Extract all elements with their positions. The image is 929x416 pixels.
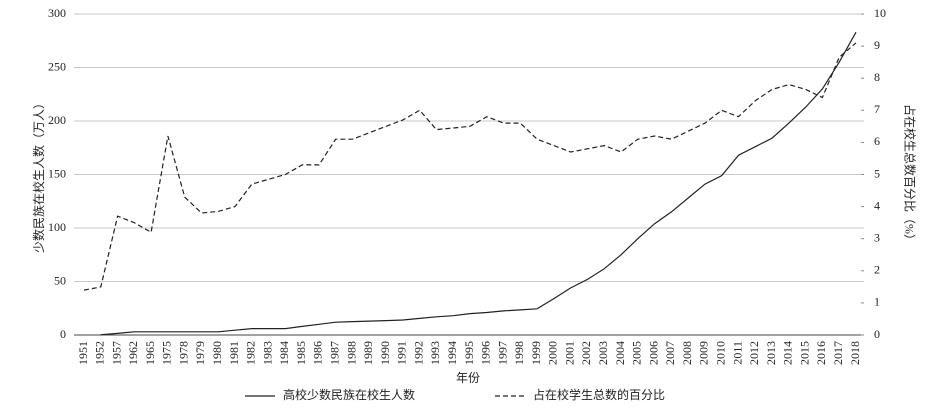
x-tick-label: 2008 <box>680 341 694 365</box>
x-tick-label: 1984 <box>277 341 291 365</box>
x-tick-label: 1986 <box>311 341 325 365</box>
x-tick-label: 2003 <box>596 341 610 365</box>
y-tick-label: 250 <box>48 59 66 73</box>
y-tick-label: 50 <box>54 273 66 287</box>
x-tick-label: 1988 <box>344 341 358 365</box>
x-tick-label: 2000 <box>546 341 560 365</box>
x-tick-label: 2004 <box>613 341 627 365</box>
y-tick-label: 300 <box>48 6 66 20</box>
x-tick-label: 2010 <box>713 341 727 365</box>
y2-tick-label: 2 <box>874 263 880 277</box>
y-tick-label: 150 <box>48 166 66 180</box>
x-tick-label: 1991 <box>395 341 409 365</box>
x-tick-label: 2018 <box>848 341 862 365</box>
x-tick-label: 1957 <box>109 341 123 365</box>
y-axis-label: 少数民族在校生人数（万人） <box>31 97 46 253</box>
x-tick-label: 1979 <box>193 341 207 365</box>
y2-tick-label: 9 <box>874 38 880 52</box>
x-tick-label: 1951 <box>76 341 90 365</box>
x-tick-label: 1994 <box>445 341 459 365</box>
data-line <box>83 42 857 291</box>
x-tick-label: 2012 <box>747 341 761 365</box>
x-tick-label: 2005 <box>630 341 644 365</box>
y2-tick-label: 7 <box>874 102 880 116</box>
data-line <box>100 31 857 336</box>
y2-tick-label: 10 <box>874 6 886 20</box>
x-tick-label: 1996 <box>479 341 493 365</box>
y2-axis-label: 占在校生总数百分比（%） <box>902 104 917 246</box>
x-tick-label: 1985 <box>294 341 308 365</box>
x-tick-label: 1978 <box>176 341 190 365</box>
legend-label: 高校少数民族在校生人数 <box>283 387 415 402</box>
x-tick-label: 1990 <box>378 341 392 365</box>
x-tick-label: 2002 <box>579 341 593 365</box>
y2-tick-label: 4 <box>874 198 880 212</box>
x-tick-label: 1952 <box>93 341 107 365</box>
x-tick-label: 1989 <box>361 341 375 365</box>
x-tick-label: 1975 <box>160 341 174 365</box>
x-axis-label: 年份 <box>456 371 480 385</box>
y2-tick-label: 3 <box>874 230 880 244</box>
y2-tick-label: 0 <box>874 327 880 341</box>
x-tick-label: 2015 <box>797 341 811 365</box>
y-tick-label: 100 <box>48 220 66 234</box>
x-tick-label: 1965 <box>143 341 157 365</box>
x-tick-label: 2009 <box>697 341 711 365</box>
x-tick-label: 2014 <box>781 341 795 365</box>
y2-tick-label: 6 <box>874 134 880 148</box>
x-tick-label: 2011 <box>730 341 744 365</box>
x-tick-label: 1997 <box>495 341 509 365</box>
x-tick-label: 2007 <box>663 341 677 365</box>
x-tick-label: 2017 <box>831 341 845 365</box>
x-tick-label: 1981 <box>227 341 241 365</box>
y2-tick-label: 1 <box>874 295 880 309</box>
legend-label: 占在校学生总数的百分比 <box>533 387 665 402</box>
x-tick-label: 1962 <box>126 341 140 365</box>
x-tick-label: 1983 <box>260 341 274 365</box>
x-tick-label: 1982 <box>244 341 258 365</box>
x-tick-label: 1995 <box>462 341 476 365</box>
y-tick-label: 0 <box>60 327 66 341</box>
x-tick-label: 1987 <box>327 341 341 365</box>
x-tick-label: 1999 <box>529 341 543 365</box>
y2-tick-label: 8 <box>874 70 880 84</box>
x-tick-label: 1980 <box>210 341 224 365</box>
x-tick-label: 2006 <box>646 341 660 365</box>
x-tick-label: 2016 <box>814 341 828 365</box>
y2-tick-label: 5 <box>874 166 880 180</box>
x-tick-label: 1998 <box>512 341 526 365</box>
x-tick-label: 2013 <box>764 341 778 365</box>
x-tick-label: 1992 <box>411 341 425 365</box>
x-tick-label: 2001 <box>562 341 576 365</box>
x-tick-label: 1993 <box>428 341 442 365</box>
y-tick-label: 200 <box>48 113 66 127</box>
